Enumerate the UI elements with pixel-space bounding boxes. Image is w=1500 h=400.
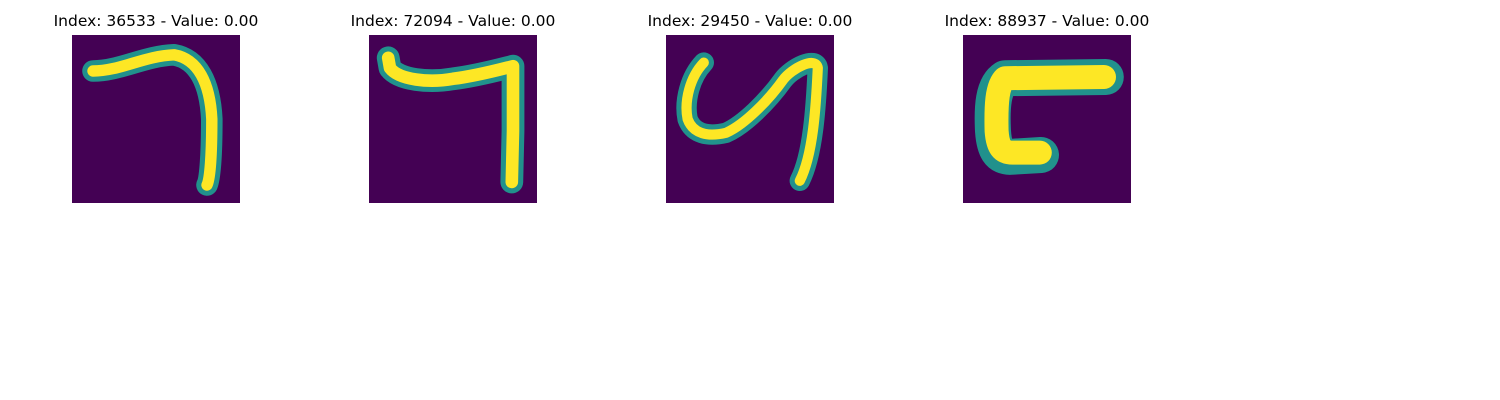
subplot-2: Index: 72094 - Value: 0.00 <box>333 0 573 210</box>
subplot-1: Index: 36533 - Value: 0.00 <box>36 0 276 210</box>
subplot-title: Index: 88937 - Value: 0.00 <box>944 12 1150 30</box>
stroke-core <box>681 57 823 186</box>
subplot-4: Index: 88937 - Value: 0.00 <box>927 0 1167 210</box>
subplot-3: Index: 29450 - Value: 0.00 <box>630 0 870 210</box>
stroke-core <box>381 51 520 189</box>
digit-image-4 <box>963 35 1131 203</box>
stroke-core <box>984 65 1116 165</box>
digit-image-2 <box>369 35 537 203</box>
stroke-core <box>87 49 218 191</box>
digit-image-1 <box>72 35 240 203</box>
subplot-title: Index: 29450 - Value: 0.00 <box>647 12 853 30</box>
subplot-title: Index: 72094 - Value: 0.00 <box>350 12 556 30</box>
subplot-title: Index: 36533 - Value: 0.00 <box>53 12 259 30</box>
digit-image-3 <box>666 35 834 203</box>
